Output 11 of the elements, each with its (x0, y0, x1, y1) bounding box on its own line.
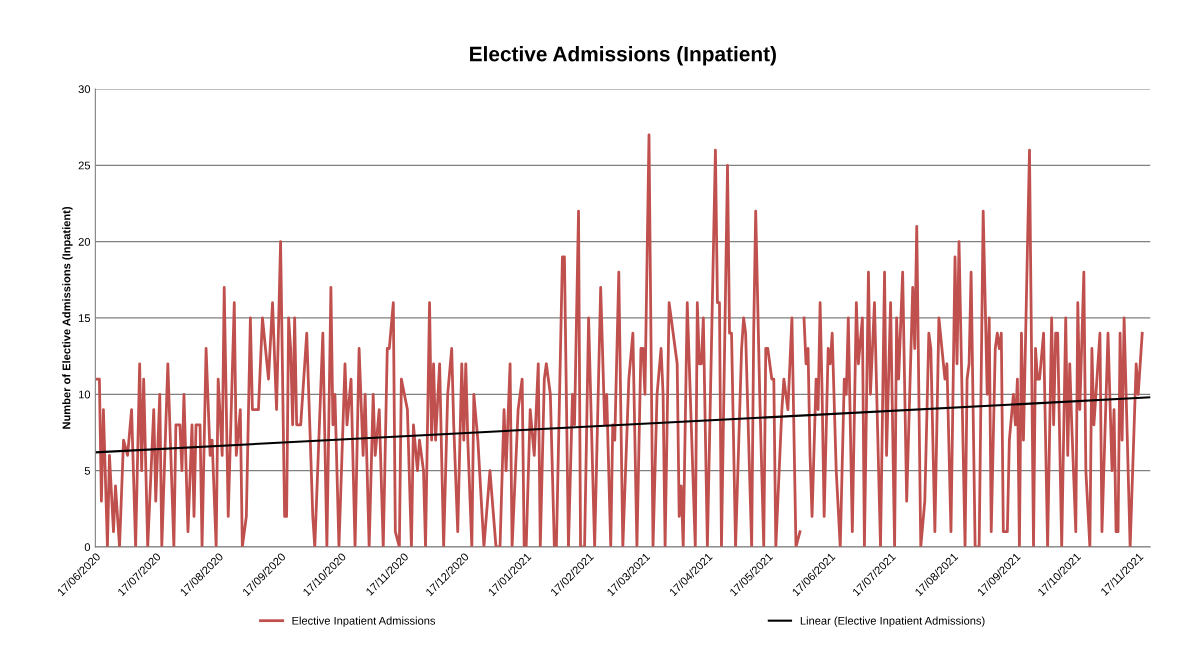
y-tick-label: 0 (84, 543, 91, 552)
y-axis-title: Number of Elective Admissions (Inpatient) (62, 206, 73, 429)
y-tick-label: 20 (78, 237, 91, 246)
y-tick-label: 5 (84, 467, 91, 475)
y-tick-label: 30 (78, 85, 91, 94)
y-tick-label: 10 (78, 390, 91, 399)
y-tick-label: 25 (78, 161, 91, 170)
chart-title: Elective Admissions (Inpatient) (470, 46, 776, 66)
legend-label: Linear (Elective Inpatient Admissions) (800, 616, 985, 627)
legend-label: Elective Inpatient Admissions (292, 616, 436, 627)
y-tick-label: 15 (78, 314, 91, 323)
